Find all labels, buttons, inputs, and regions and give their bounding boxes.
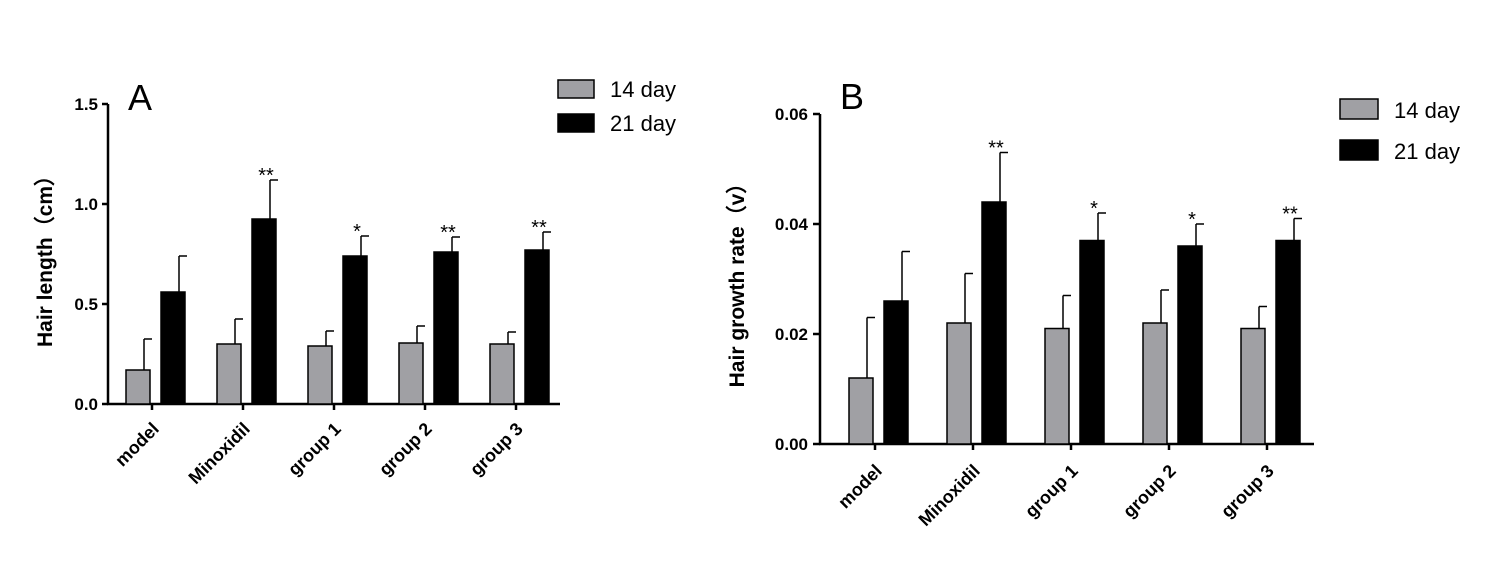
bar-14day: [946, 322, 972, 445]
chart-panel-b: 0.00 0.02 0.04 0.06 Hair growth rate（v） Bmode…: [725, 76, 1460, 530]
significance-mark: *: [353, 221, 361, 243]
y-tick-label: 0.02: [775, 325, 808, 344]
x-tick-label: Minoxidil: [915, 461, 984, 530]
x-tick-label: Minoxidil: [185, 419, 254, 488]
y-axis-label: Hair growth rate（v）: [725, 173, 749, 388]
x-tick-label: group 2: [375, 419, 436, 480]
x-tick-label: group 3: [466, 419, 527, 480]
significance-mark: **: [440, 222, 456, 244]
y-tick-label: 0.5: [74, 295, 98, 314]
significance-mark: *: [1090, 198, 1098, 220]
bar-21day: [524, 249, 550, 405]
y-tick-label: 0.04: [775, 215, 809, 234]
significance-mark: **: [531, 217, 547, 239]
bar-21day: [433, 251, 459, 405]
legend-label: 21 day: [1394, 139, 1460, 164]
bar-14day: [398, 342, 424, 405]
bar-14day: [489, 343, 515, 405]
legend-swatch-14day: [557, 79, 595, 99]
x-tick-label: group 1: [284, 419, 345, 480]
bar-14day: [307, 345, 333, 405]
bar-21day: [160, 291, 186, 405]
x-tick-label: group 2: [1119, 461, 1180, 522]
bar-14day: [848, 377, 874, 445]
y-axis-label: Hair length（cm）: [33, 165, 57, 347]
panel-label: B: [840, 76, 864, 117]
x-tick-label: group 1: [1021, 461, 1082, 522]
legend-swatch-14day: [1339, 98, 1379, 120]
bar-21day: [981, 201, 1007, 445]
bar-14day: [1240, 327, 1266, 445]
x-tick-label: group 3: [1217, 461, 1278, 522]
y-tick-label: 0.0: [74, 395, 98, 414]
significance-mark: **: [1282, 204, 1298, 226]
bar-14day: [125, 369, 151, 405]
y-tick-label: 0.06: [775, 105, 808, 124]
bar-21day: [883, 300, 909, 445]
y-tick-label: 0.00: [775, 435, 808, 454]
significance-mark: **: [258, 165, 274, 187]
x-tick-label: model: [834, 461, 886, 513]
legend-swatch-21day: [557, 113, 595, 133]
y-tick-label: 1.5: [74, 95, 98, 114]
bar-21day: [1079, 239, 1105, 445]
bar-14day: [1044, 327, 1070, 445]
bar-21day: [251, 218, 277, 405]
bar-14day: [216, 343, 242, 405]
panel-label: A: [128, 77, 152, 118]
significance-mark: **: [988, 138, 1004, 160]
legend-swatch-21day: [1339, 139, 1379, 161]
y-tick-label: 1.0: [74, 195, 98, 214]
legend-label: 14 day: [1394, 98, 1460, 123]
legend-label: 21 day: [610, 111, 676, 136]
bar-14day: [1142, 322, 1168, 445]
legend-label: 14 day: [610, 77, 676, 102]
significance-mark: *: [1188, 209, 1196, 231]
bar-21day: [1275, 239, 1301, 445]
x-tick-label: model: [111, 419, 163, 471]
bar-21day: [342, 255, 368, 405]
bar-21day: [1177, 245, 1203, 445]
